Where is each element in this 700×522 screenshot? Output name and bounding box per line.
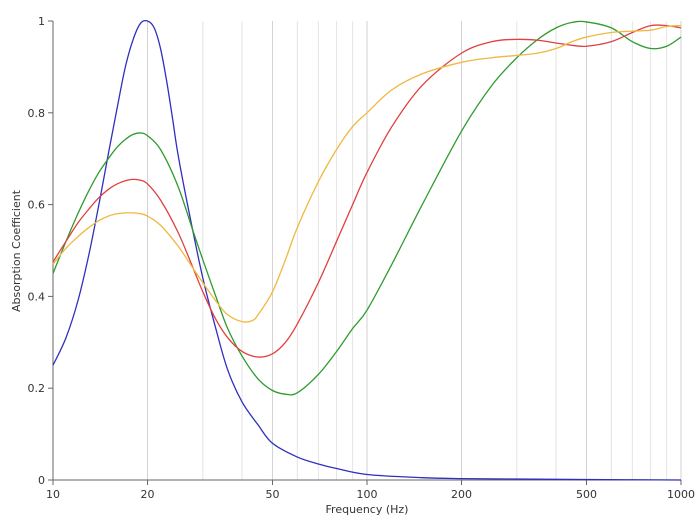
- x-tick-label: 1000: [667, 488, 695, 501]
- x-tick-label: 50: [265, 488, 279, 501]
- x-tick-label: 10: [46, 488, 60, 501]
- y-tick-label: 0.4: [28, 290, 46, 303]
- y-tick-label: 1: [38, 15, 45, 28]
- y-tick-label: 0.2: [28, 382, 46, 395]
- label-layer: 10 20 50 100 200 500 1000 0 0.2 0.4 0.6 0.8 1: [28, 15, 696, 501]
- y-axis-title: Absorption Coefficient: [10, 189, 23, 312]
- y-tick-label: 0.8: [28, 107, 46, 120]
- x-tick-label: 200: [451, 488, 472, 501]
- series-layer: [52, 19, 682, 481]
- x-tick-label: 20: [141, 488, 155, 501]
- series-line-3: [52, 24, 682, 358]
- y-tick-label: 0: [38, 474, 45, 487]
- series-line-4: [52, 24, 682, 323]
- series-line-1: [52, 19, 682, 481]
- x-tick-label: 100: [357, 488, 378, 501]
- series-line-2: [52, 20, 682, 396]
- y-tick-label: 0.6: [28, 199, 46, 212]
- x-tick-label: 500: [576, 488, 597, 501]
- grid-layer: [48, 20, 682, 485]
- x-axis-title: Frequency (Hz): [326, 503, 409, 516]
